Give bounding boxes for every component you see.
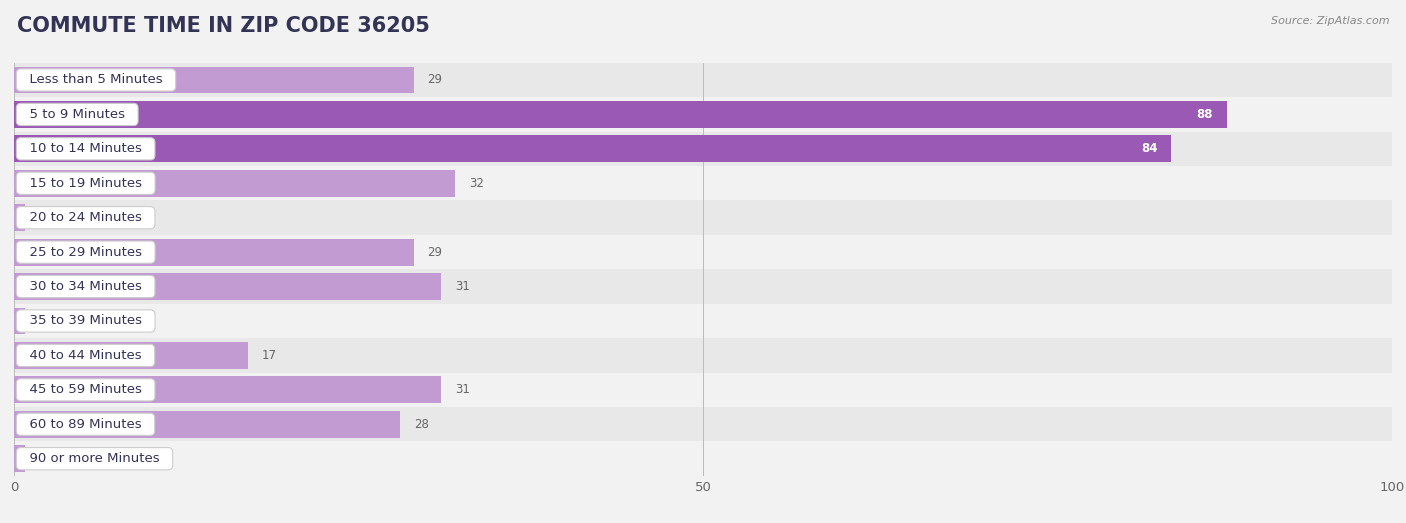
Bar <box>14 441 1392 476</box>
Text: 28: 28 <box>413 418 429 431</box>
Text: 31: 31 <box>456 383 470 396</box>
Text: 31: 31 <box>456 280 470 293</box>
Bar <box>14 304 1392 338</box>
Bar <box>14 204 25 231</box>
Text: 45 to 59 Minutes: 45 to 59 Minutes <box>21 383 150 396</box>
Text: 15 to 19 Minutes: 15 to 19 Minutes <box>21 177 150 190</box>
Text: 84: 84 <box>1142 142 1157 155</box>
Bar <box>14 66 413 94</box>
Bar <box>14 235 1392 269</box>
Bar <box>14 372 1392 407</box>
Text: 30 to 34 Minutes: 30 to 34 Minutes <box>21 280 150 293</box>
Text: 5 to 9 Minutes: 5 to 9 Minutes <box>21 108 134 121</box>
Text: Less than 5 Minutes: Less than 5 Minutes <box>21 73 172 86</box>
Bar <box>14 308 25 334</box>
Bar <box>14 273 441 300</box>
Text: 17: 17 <box>262 349 277 362</box>
Bar <box>14 342 249 369</box>
Bar <box>14 135 1171 162</box>
Bar <box>14 377 441 403</box>
Bar <box>14 97 1392 132</box>
Bar <box>14 269 1392 304</box>
Text: 29: 29 <box>427 73 443 86</box>
Text: 40 to 44 Minutes: 40 to 44 Minutes <box>21 349 150 362</box>
Text: 25 to 29 Minutes: 25 to 29 Minutes <box>21 246 150 259</box>
Text: 88: 88 <box>1197 108 1213 121</box>
Text: 10 to 14 Minutes: 10 to 14 Minutes <box>21 142 150 155</box>
Text: 90 or more Minutes: 90 or more Minutes <box>21 452 169 465</box>
Bar <box>14 200 1392 235</box>
Bar <box>14 407 1392 441</box>
Bar <box>14 166 1392 200</box>
Bar <box>14 338 1392 372</box>
Text: 32: 32 <box>468 177 484 190</box>
Bar <box>14 238 413 266</box>
Bar <box>14 101 1226 128</box>
Bar <box>14 445 25 472</box>
Bar <box>14 63 1392 97</box>
Bar <box>14 411 399 438</box>
Text: 29: 29 <box>427 246 443 259</box>
Text: 20 to 24 Minutes: 20 to 24 Minutes <box>21 211 150 224</box>
Text: 35 to 39 Minutes: 35 to 39 Minutes <box>21 314 150 327</box>
Text: 0: 0 <box>28 314 35 327</box>
Bar <box>14 132 1392 166</box>
Text: 0: 0 <box>28 452 35 465</box>
Text: 60 to 89 Minutes: 60 to 89 Minutes <box>21 418 150 431</box>
Text: Source: ZipAtlas.com: Source: ZipAtlas.com <box>1271 16 1389 26</box>
Bar <box>14 170 456 197</box>
Text: 0: 0 <box>28 211 35 224</box>
Text: COMMUTE TIME IN ZIP CODE 36205: COMMUTE TIME IN ZIP CODE 36205 <box>17 16 430 36</box>
